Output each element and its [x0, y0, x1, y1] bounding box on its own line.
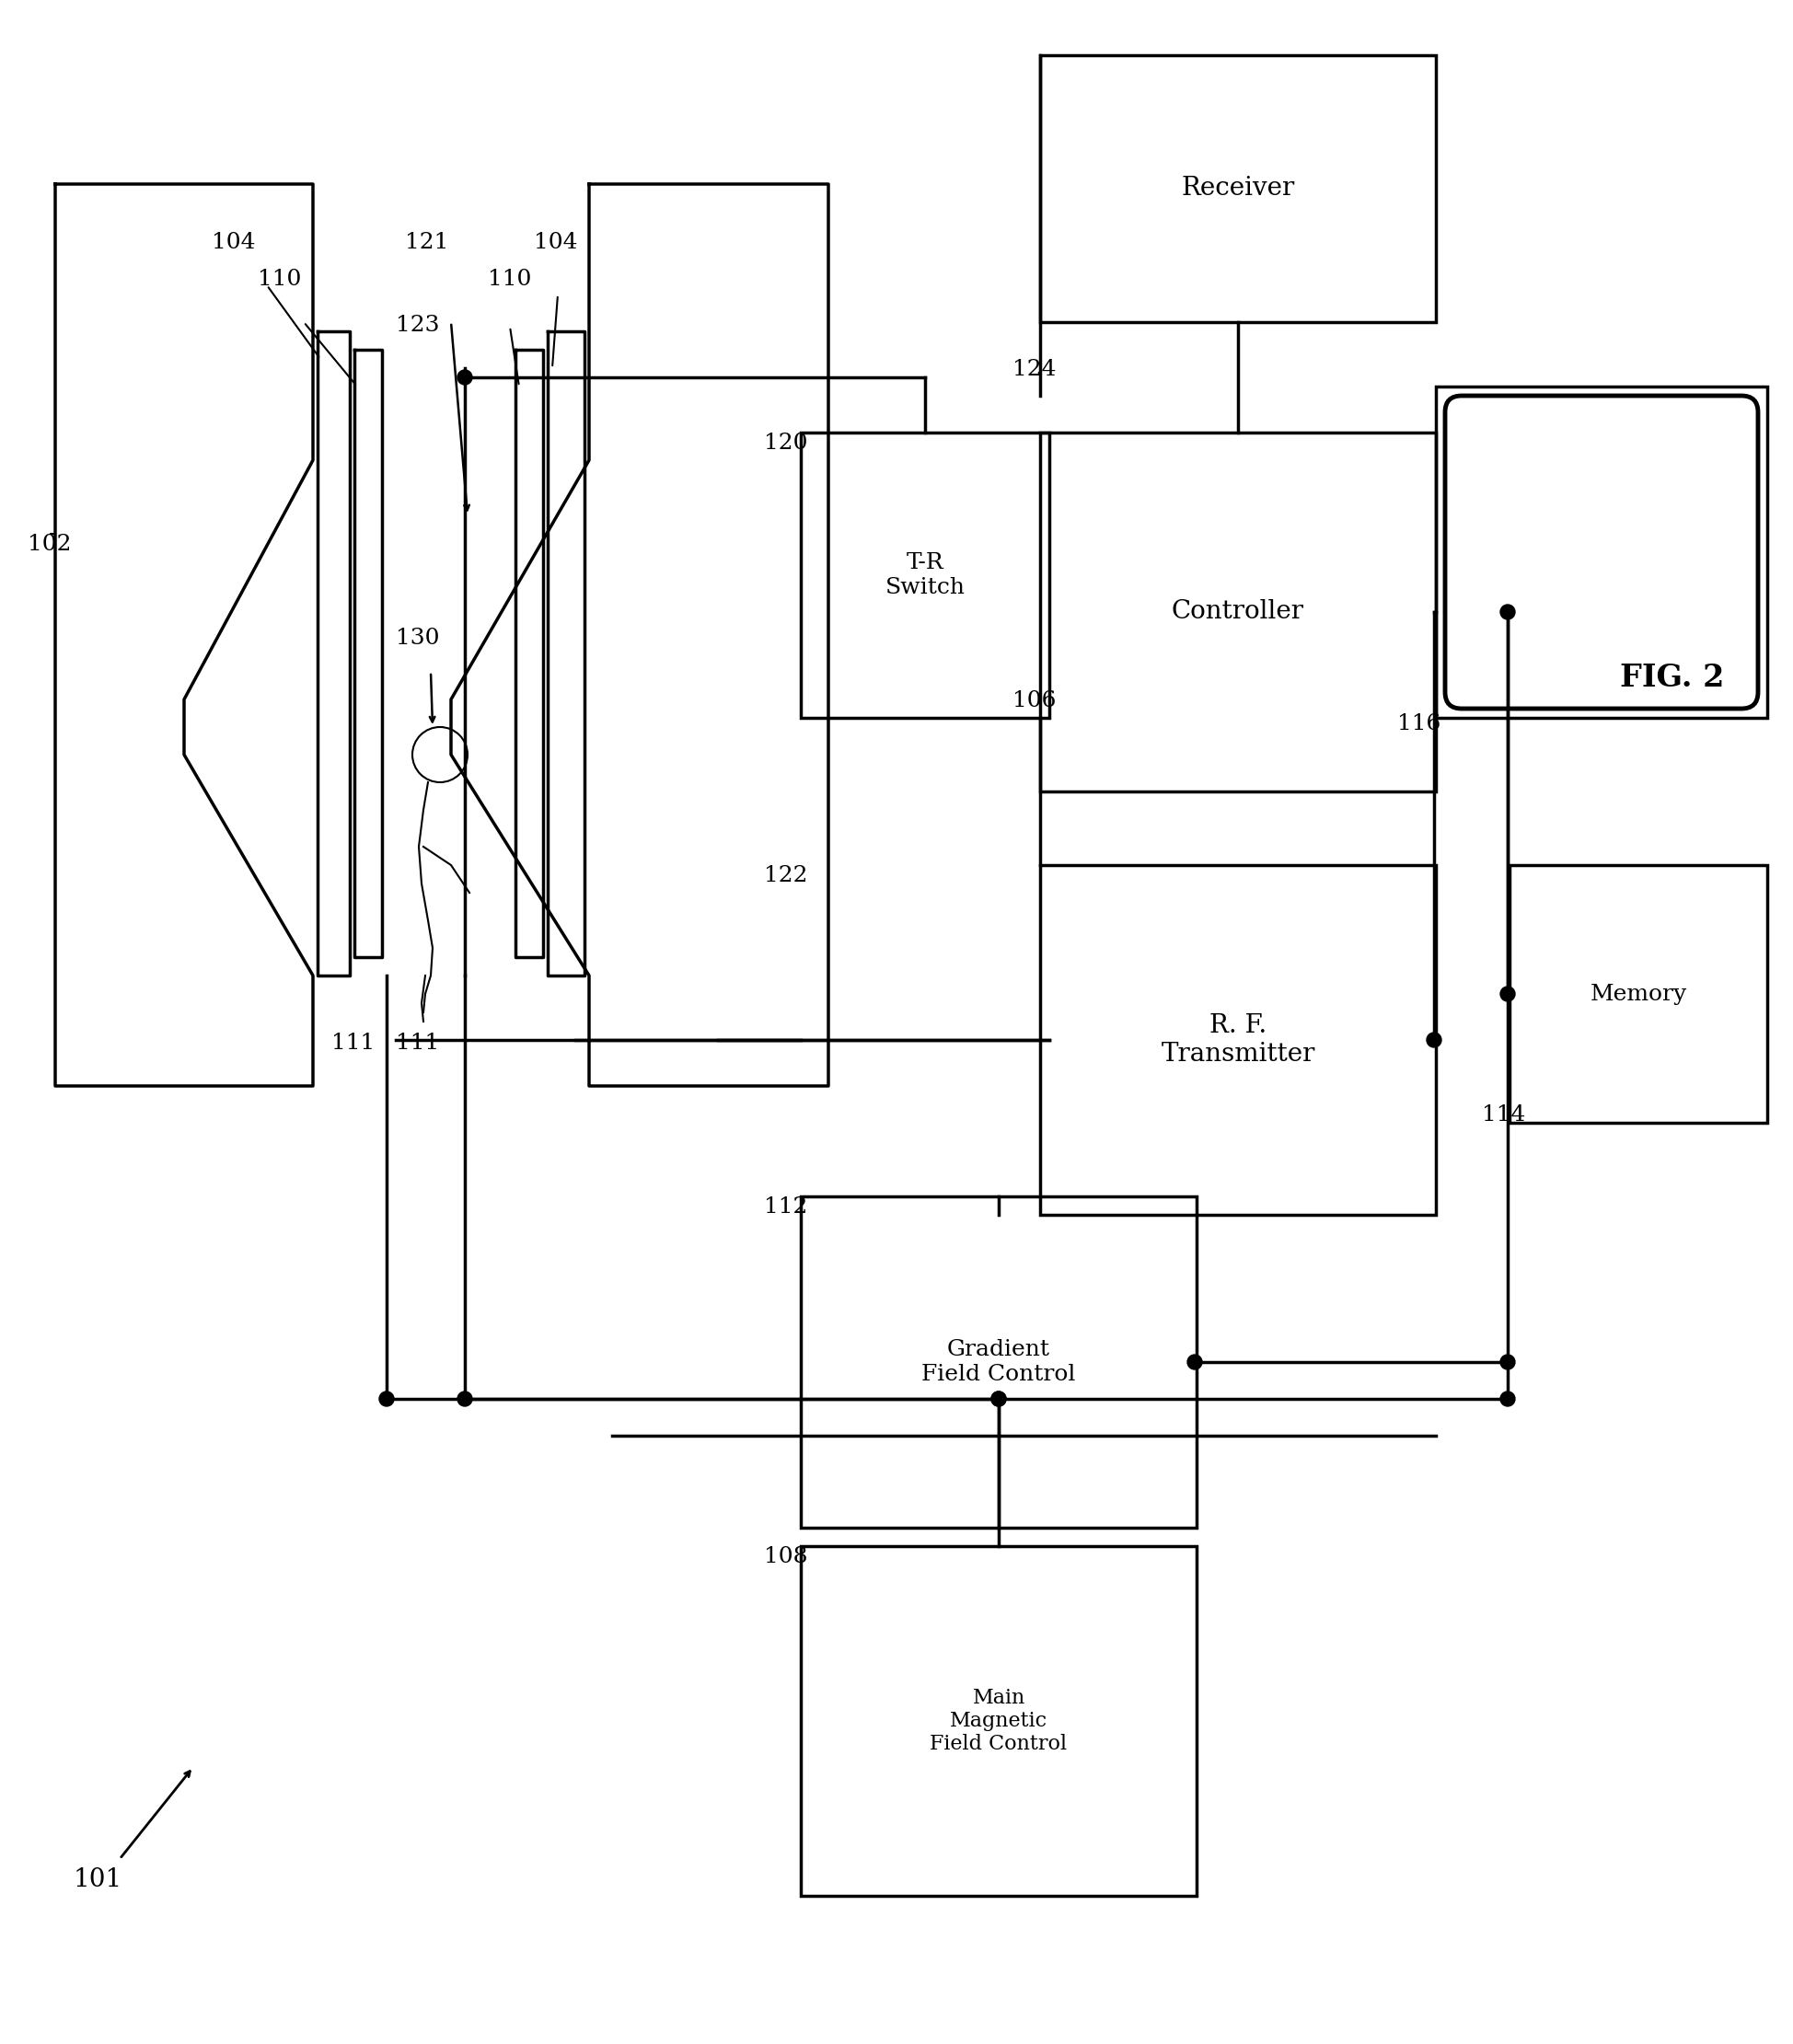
- Bar: [1040, 433, 1436, 791]
- Text: Controller: Controller: [1171, 599, 1304, 623]
- Bar: [801, 1545, 1196, 1897]
- Bar: [801, 1196, 1196, 1527]
- Circle shape: [1427, 1032, 1442, 1047]
- Circle shape: [1501, 987, 1515, 1002]
- Text: 101: 101: [74, 1868, 122, 1893]
- Bar: [1436, 386, 1768, 717]
- Circle shape: [1501, 605, 1515, 619]
- Circle shape: [1187, 1355, 1201, 1369]
- Text: 114: 114: [1481, 1104, 1526, 1126]
- Text: 122: 122: [764, 865, 807, 887]
- Circle shape: [1501, 1392, 1515, 1406]
- Text: T-R
Switch: T-R Switch: [886, 552, 965, 599]
- Bar: [1040, 865, 1436, 1214]
- Text: 108: 108: [764, 1545, 807, 1568]
- Text: 124: 124: [1013, 360, 1056, 380]
- Text: 130: 130: [396, 628, 439, 648]
- Text: Receiver: Receiver: [1182, 176, 1295, 200]
- Text: 104: 104: [534, 231, 577, 253]
- Text: 112: 112: [764, 1196, 807, 1218]
- Text: 116: 116: [1397, 713, 1442, 734]
- Bar: [801, 433, 1049, 717]
- Circle shape: [457, 370, 472, 384]
- Text: 106: 106: [1013, 691, 1056, 711]
- Text: 102: 102: [27, 533, 72, 554]
- Text: 123: 123: [396, 315, 439, 335]
- Circle shape: [378, 1392, 394, 1406]
- Text: 110: 110: [258, 268, 301, 290]
- Text: FIG. 2: FIG. 2: [1619, 662, 1725, 693]
- Text: 110: 110: [488, 268, 531, 290]
- Circle shape: [992, 1392, 1006, 1406]
- Text: 104: 104: [212, 231, 255, 253]
- Text: 121: 121: [405, 231, 448, 253]
- Circle shape: [457, 1392, 472, 1406]
- Bar: [1510, 865, 1768, 1122]
- Text: 120: 120: [764, 433, 807, 454]
- Text: Memory: Memory: [1590, 983, 1687, 1004]
- Text: R. F.
Transmitter: R. F. Transmitter: [1160, 1014, 1314, 1067]
- Text: 111: 111: [332, 1032, 375, 1055]
- Text: 111: 111: [396, 1032, 439, 1055]
- Circle shape: [992, 1392, 1006, 1406]
- Circle shape: [1501, 1355, 1515, 1369]
- Text: Main
Magnetic
Field Control: Main Magnetic Field Control: [931, 1688, 1067, 1754]
- Text: Gradient
Field Control: Gradient Field Control: [922, 1339, 1076, 1386]
- Bar: [1040, 55, 1436, 323]
